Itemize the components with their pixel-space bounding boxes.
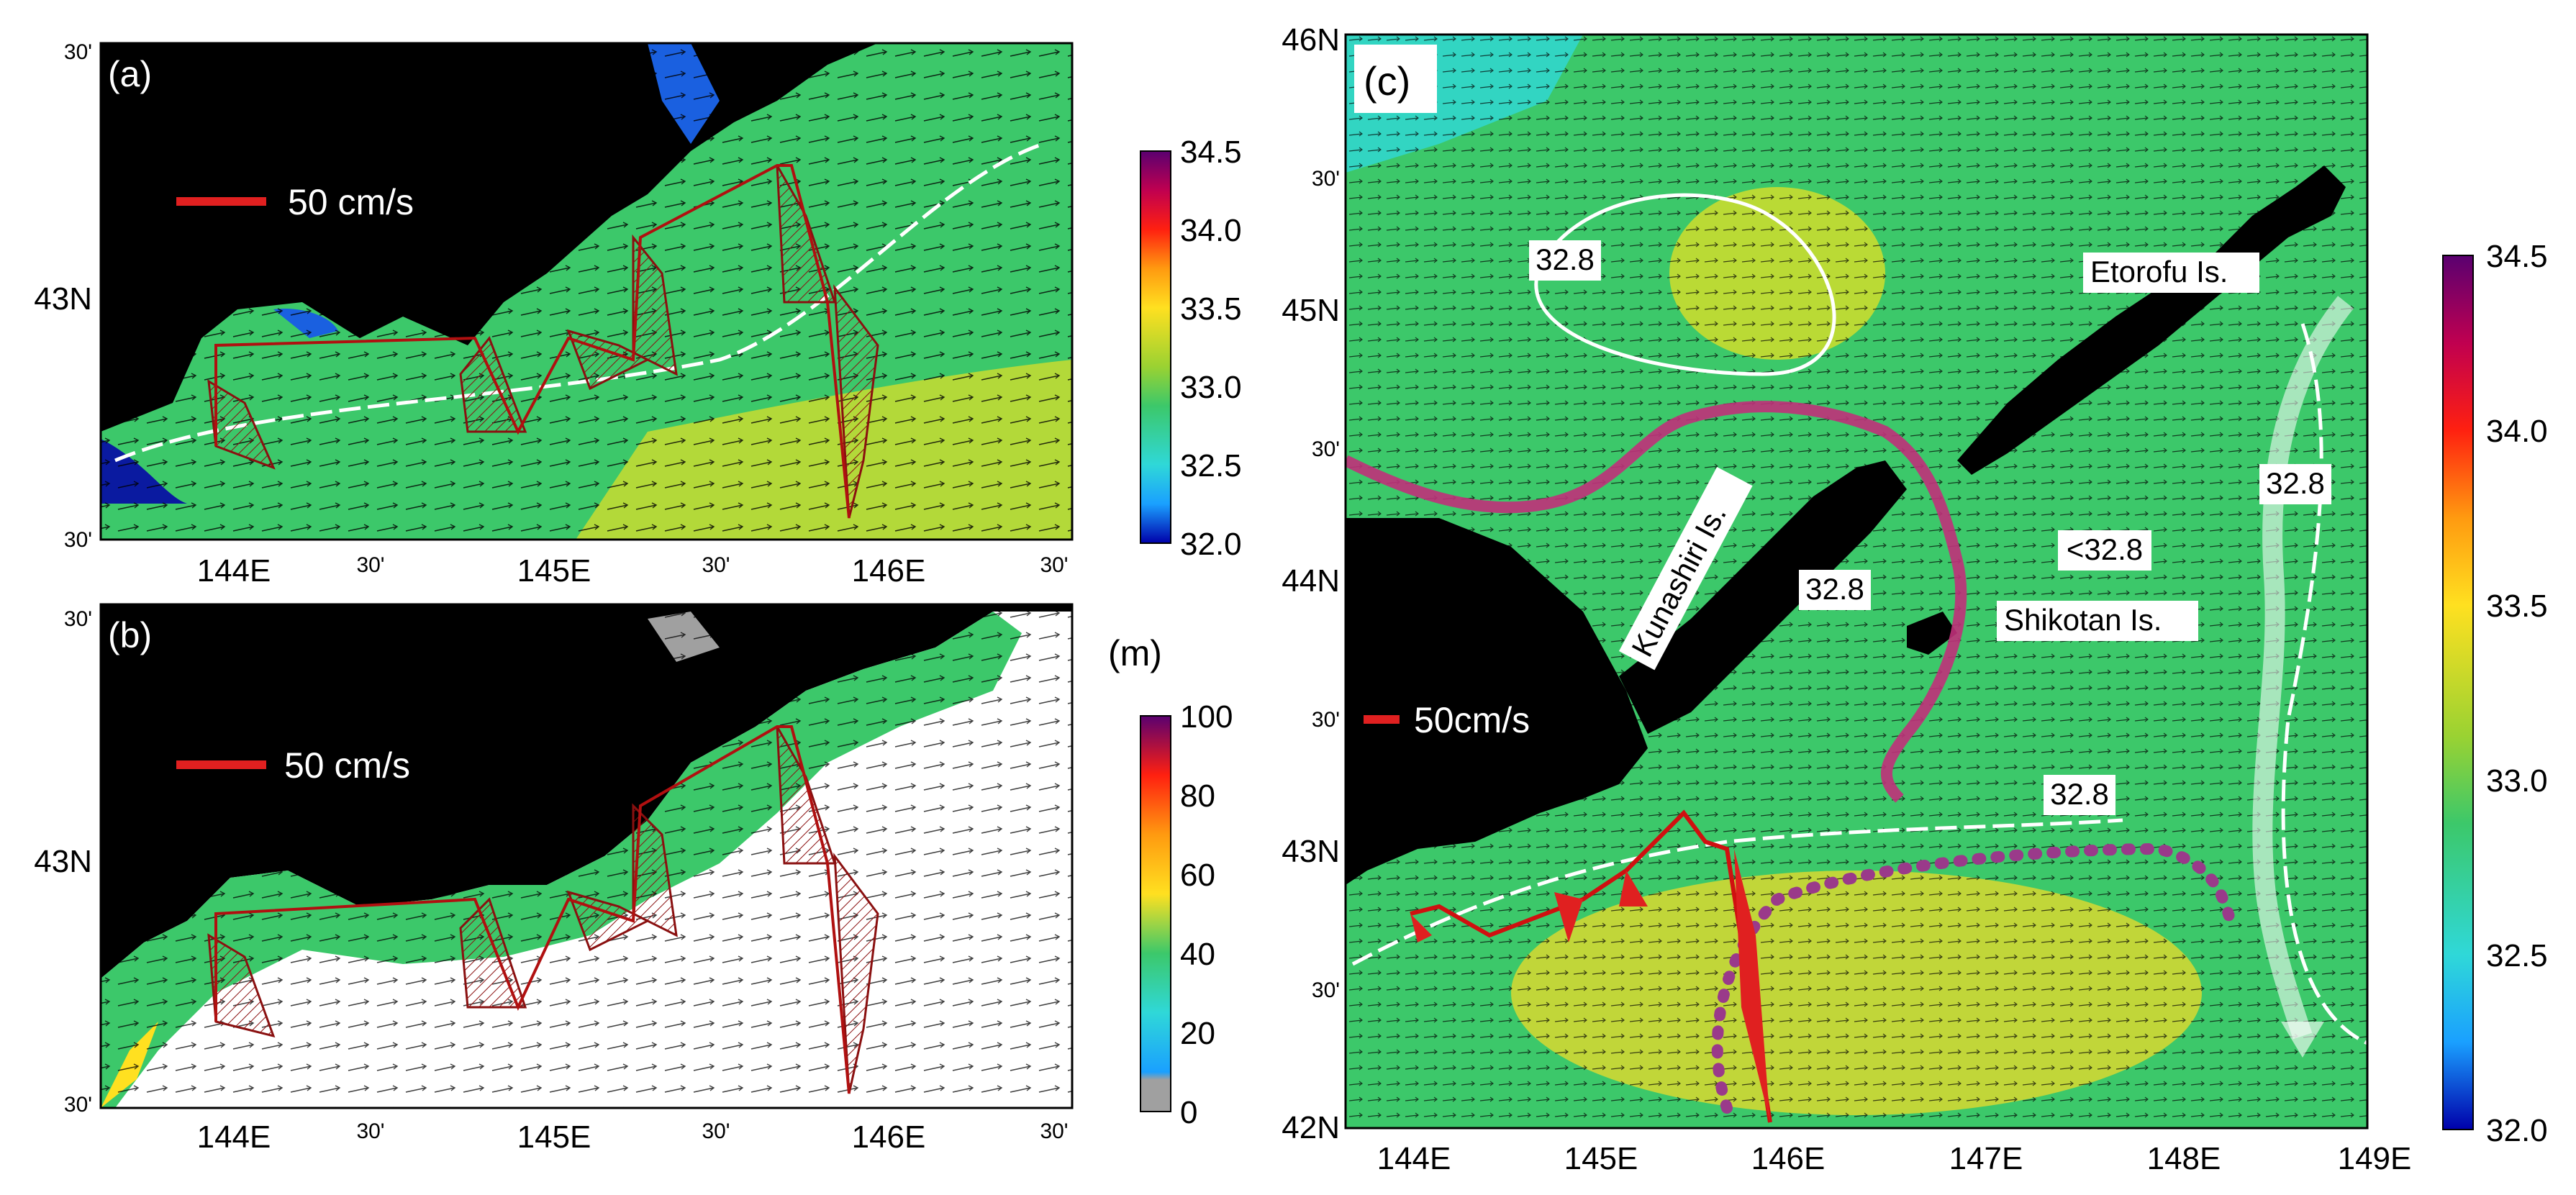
panel-c-southward-arrowhead	[2281, 1022, 2324, 1058]
panel-a-ship-track	[214, 164, 851, 519]
panel-c-label-box	[1354, 45, 1437, 113]
panel-b-lat-axis: 30' 43N 30'	[34, 607, 92, 1117]
svg-text:32.0: 32.0	[2486, 1113, 2548, 1148]
panel-a-transects	[207, 165, 879, 519]
panel-c-frame	[1344, 33, 2369, 1130]
svg-text:60: 60	[1180, 858, 1215, 893]
panel-b-lon-axis: 144E 30' 145E 30' 146E 30'	[197, 1119, 1069, 1155]
panel-c-southward-flow	[2252, 296, 2354, 1040]
panel-c-transects	[1410, 849, 1770, 1122]
svg-text:30': 30'	[356, 553, 384, 577]
svg-text:144E: 144E	[197, 553, 271, 589]
etorofu-label: Etorofu Is.	[2090, 255, 2228, 288]
svg-text:147E: 147E	[1949, 1141, 2023, 1176]
panel-b-ship-track	[214, 725, 851, 1094]
svg-text:32.5: 32.5	[2486, 938, 2548, 973]
svg-text:146E: 146E	[1751, 1141, 1826, 1176]
svg-text:42N: 42N	[1282, 1110, 1340, 1145]
panel-a-scale-label: 50 cm/s	[288, 182, 414, 222]
panel-a	[101, 43, 1072, 540]
panel-c-label: (c)	[1364, 58, 1410, 104]
panel-c-scale-label: 50cm/s	[1414, 700, 1530, 740]
svg-text:45N: 45N	[1282, 293, 1340, 328]
panel-b-colorbar-unit: (m)	[1108, 633, 1162, 673]
svg-text:34.5: 34.5	[2486, 239, 2548, 274]
svg-text:30': 30'	[64, 607, 92, 631]
contour-label-32-8: 32.8	[2050, 777, 2109, 811]
panel-c-current-path	[1346, 401, 1967, 803]
svg-text:149E: 149E	[2338, 1141, 2412, 1176]
svg-text:34.5: 34.5	[1180, 135, 1242, 170]
svg-text:100: 100	[1180, 699, 1233, 735]
panel-c-dotted-path	[1711, 842, 2236, 1114]
svg-text:33.0: 33.0	[1180, 370, 1242, 405]
panel-b-colorbar: (m) 100 80 60 40 20 0	[1108, 633, 1233, 1130]
panel-b	[101, 604, 1072, 1108]
svg-text:146E: 146E	[852, 553, 926, 589]
contour-label-lt-32-8: <32.8	[2067, 532, 2143, 566]
svg-text:80: 80	[1180, 778, 1215, 814]
svg-text:144E: 144E	[1377, 1141, 1451, 1176]
contour-label-32-8: 32.8	[1536, 242, 1595, 276]
svg-text:30': 30'	[1040, 553, 1068, 577]
svg-text:145E: 145E	[517, 1119, 591, 1155]
panel-b-current-vectors	[101, 604, 1072, 1108]
panel-b-label: (b)	[108, 615, 152, 655]
panel-a-colorbar: 34.5 34.0 33.5 33.0 32.5 32.0	[1140, 135, 1242, 562]
svg-text:34.0: 34.0	[2486, 414, 2548, 449]
svg-text:33.0: 33.0	[2486, 763, 2548, 799]
svg-text:46N: 46N	[1282, 22, 1340, 58]
svg-text:32.0: 32.0	[1180, 527, 1242, 562]
svg-text:30': 30'	[64, 528, 92, 552]
svg-text:43N: 43N	[34, 844, 92, 879]
panel-a-frame	[99, 42, 1074, 541]
svg-text:34.0: 34.0	[1180, 213, 1242, 248]
svg-text:30': 30'	[64, 1093, 92, 1117]
panel-c-lat-axis: 46N 30' 45N 30' 44N 30' 43N 30' 42N	[1282, 22, 1340, 1145]
svg-text:33.5: 33.5	[2486, 589, 2548, 624]
panel-c-contour-3	[1351, 818, 2123, 966]
svg-text:148E: 148E	[2147, 1141, 2221, 1176]
svg-text:30': 30'	[1312, 167, 1340, 191]
svg-text:33.5: 33.5	[1180, 291, 1242, 327]
svg-text:32.5: 32.5	[1180, 448, 1242, 483]
panel-b-transects	[207, 726, 879, 1094]
svg-text:43N: 43N	[34, 281, 92, 317]
svg-text:30': 30'	[702, 553, 730, 577]
contour-label-32-8: 32.8	[2266, 466, 2325, 500]
svg-text:144E: 144E	[197, 1119, 271, 1155]
svg-text:43N: 43N	[1282, 834, 1340, 869]
svg-text:145E: 145E	[517, 553, 591, 589]
contour-label-32-8: 32.8	[1805, 572, 1864, 606]
svg-text:30': 30'	[64, 40, 92, 64]
panel-b-frame	[99, 603, 1074, 1109]
svg-text:30': 30'	[1312, 437, 1340, 461]
svg-text:40: 40	[1180, 937, 1215, 972]
panel-a-contour	[114, 142, 1044, 463]
svg-text:44N: 44N	[1282, 563, 1340, 599]
svg-text:146E: 146E	[852, 1119, 926, 1155]
svg-text:0: 0	[1180, 1095, 1197, 1130]
panel-c-lon-axis: 144E 145E 146E 147E 148E 149E	[1377, 1141, 2412, 1176]
svg-text:30': 30'	[1312, 708, 1340, 732]
panel-a-lat-axis: 30' 43N 30'	[34, 40, 92, 552]
panel-a-lon-axis: 144E 30' 145E 30' 146E 30'	[197, 553, 1069, 589]
svg-text:30': 30'	[702, 1119, 730, 1143]
panel-a-label: (a)	[108, 54, 152, 94]
panel-c-contour-1	[1534, 193, 1836, 376]
svg-text:20: 20	[1180, 1016, 1215, 1051]
panel-c-annotations: 32.8 Etorofu Is. 32.8 <32.8 Kunashiri Is…	[1529, 240, 2331, 815]
svg-text:30': 30'	[1040, 1119, 1068, 1143]
svg-text:30': 30'	[356, 1119, 384, 1143]
svg-text:30': 30'	[1312, 978, 1340, 1002]
panel-a-current-vectors	[101, 43, 1072, 540]
panel-b-scale-label: 50 cm/s	[284, 745, 410, 786]
svg-text:145E: 145E	[1564, 1141, 1638, 1176]
panel-c-colorbar: 34.5 34.0 33.5 33.0 32.5 32.0	[2442, 239, 2548, 1148]
shikotan-label: Shikotan Is.	[2004, 603, 2162, 637]
